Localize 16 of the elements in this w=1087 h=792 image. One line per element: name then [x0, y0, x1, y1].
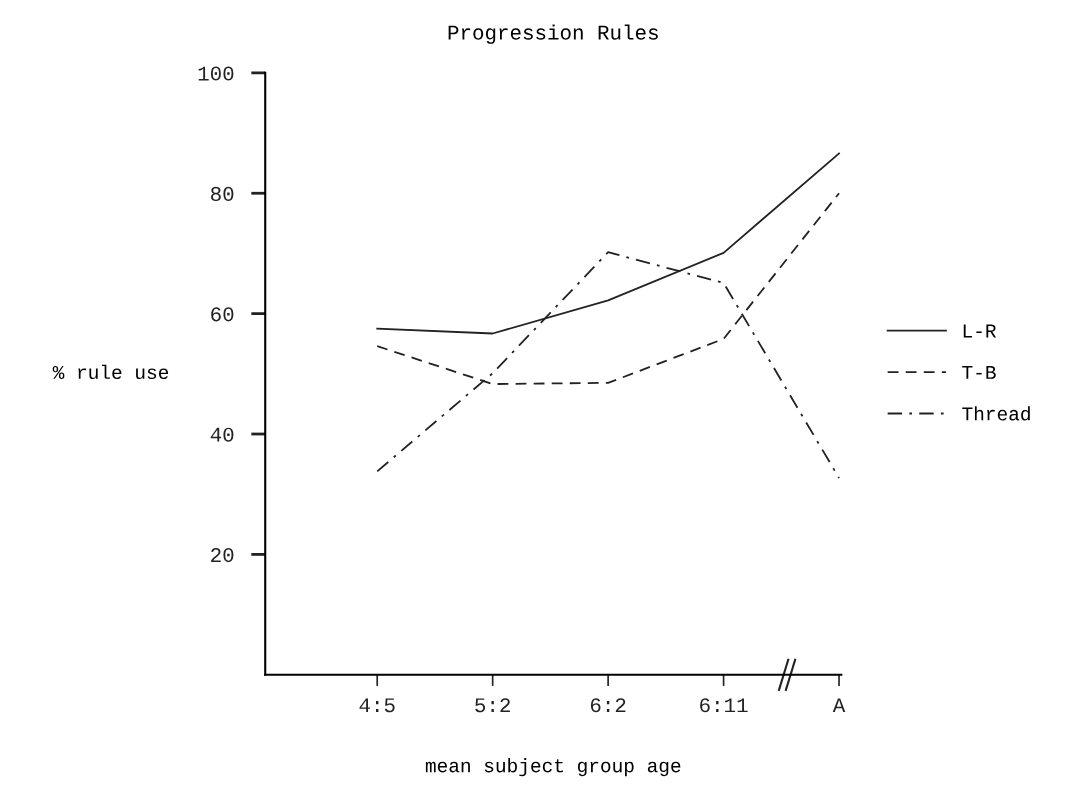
x-tick-label: A: [832, 698, 846, 713]
x-tick-label: 6:2: [590, 698, 626, 713]
x-tick-label: 6:11: [700, 698, 748, 713]
x-tick-label: 5:2: [475, 698, 510, 713]
x-tick-label: 4:5: [359, 698, 395, 713]
y-tick-label: 100: [198, 66, 234, 81]
y-tick-label: 40: [210, 427, 234, 442]
legend-label: T-B: [962, 366, 996, 379]
y-axis-title: % rule use: [52, 364, 169, 380]
y-tick-label: 80: [211, 186, 234, 201]
y-tick-label: 60: [211, 307, 234, 322]
x-axis-title: mean subject group age: [425, 758, 681, 777]
legend-label: L-R: [963, 324, 997, 338]
chart-title: Progression Rules: [448, 24, 658, 44]
y-tick-label: 20: [211, 548, 234, 563]
legend-label: Thread: [962, 406, 1030, 421]
